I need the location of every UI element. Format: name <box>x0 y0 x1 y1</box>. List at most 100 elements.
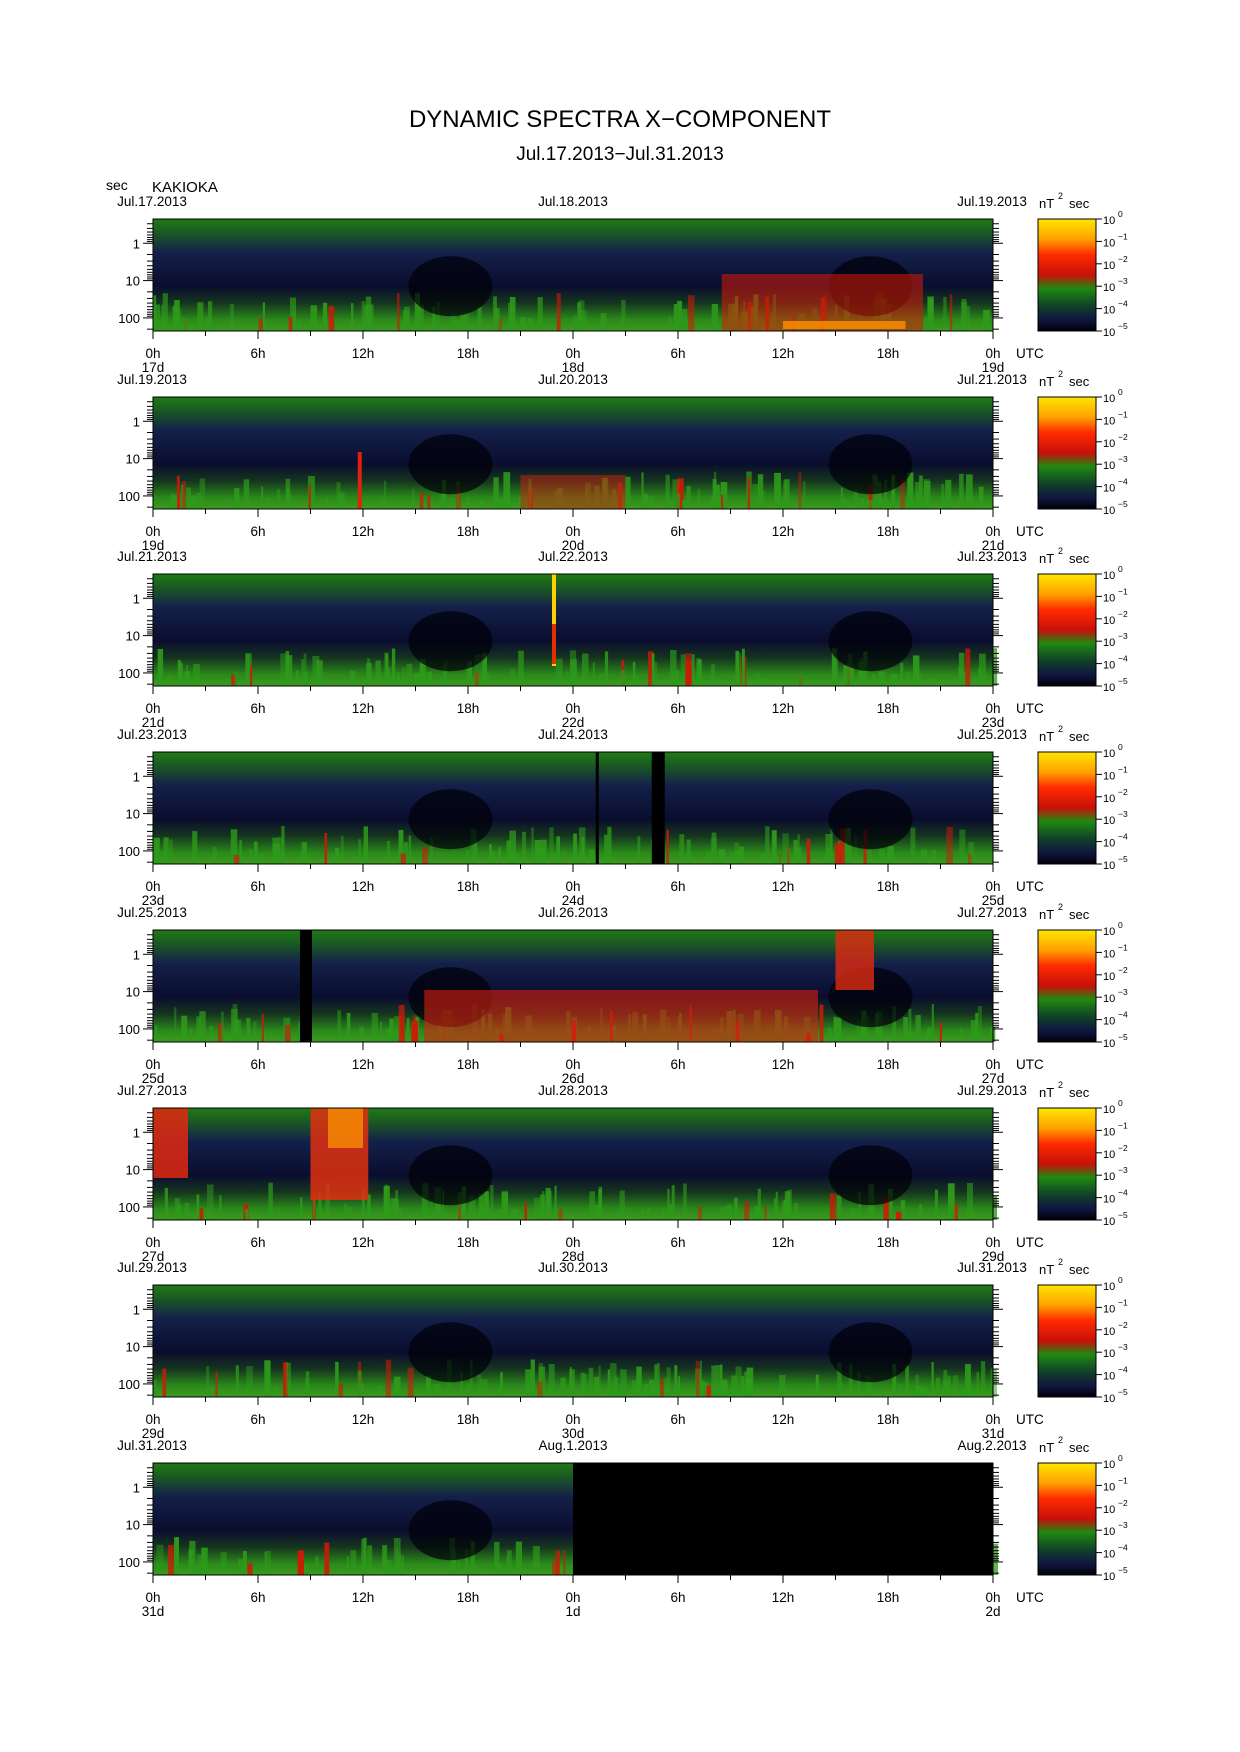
spectral-texture <box>931 1004 934 1042</box>
spectral-texture <box>598 1365 601 1397</box>
x-tick-label: 0h <box>565 879 580 894</box>
x-tick-label: 12h <box>772 701 795 716</box>
panel-date-left: Jul.31.2013 <box>117 1438 187 1453</box>
spectral-texture <box>190 495 196 509</box>
spectral-texture <box>734 1197 738 1220</box>
colorbar-tick-base: 10 <box>1103 393 1115 405</box>
spectral-texture <box>625 476 631 509</box>
spectral-texture <box>592 662 595 686</box>
spectral-texture <box>269 1032 273 1042</box>
panel-date-right: Jul.29.2013 <box>957 1083 1027 1098</box>
spectral-texture <box>918 1204 922 1220</box>
spectral-texture <box>478 1193 484 1220</box>
spectral-texture <box>393 1538 401 1575</box>
spectral-texture <box>961 301 968 331</box>
spectral-texture <box>231 1008 238 1042</box>
spectral-texture <box>667 500 673 509</box>
colorbar-unit-suffix: sec <box>1069 374 1090 389</box>
activity-spike <box>552 624 556 664</box>
x-tick-label: 12h <box>772 879 795 894</box>
spectral-texture <box>246 1018 251 1042</box>
spectral-texture <box>164 1187 168 1220</box>
spectral-texture <box>799 677 803 686</box>
spectral-texture <box>334 847 339 864</box>
y-tick-label: 100 <box>118 1377 140 1392</box>
spectrogram-panel: Jul.21.2013 Jul.22.2013 Jul.23.20131101000… <box>117 546 1128 730</box>
panel-date-left: Jul.21.2013 <box>117 549 187 564</box>
spectral-texture <box>959 829 966 864</box>
spectral-texture <box>815 1374 819 1397</box>
spectral-texture <box>977 1006 982 1042</box>
colorbar-tick-exponent: 0 <box>1118 1453 1123 1463</box>
activity-patch <box>153 1108 188 1178</box>
spectral-texture <box>673 304 677 331</box>
spectral-texture <box>772 830 777 864</box>
spectral-texture <box>500 1372 503 1397</box>
x-tick-label: 18h <box>877 346 900 361</box>
spectral-texture <box>385 1559 392 1575</box>
spectral-texture <box>600 313 607 331</box>
y-tick-label: 100 <box>118 666 140 681</box>
spectral-texture <box>264 1360 271 1397</box>
colorbar-tick-base: 10 <box>1103 438 1115 450</box>
spectral-texture <box>490 1185 494 1220</box>
x-tick-label: 18h <box>457 1412 480 1427</box>
spectral-texture <box>506 840 511 864</box>
spectral-texture <box>174 1007 177 1042</box>
spectral-texture <box>522 831 526 864</box>
spectral-texture <box>157 649 164 686</box>
spectral-texture <box>934 1189 938 1220</box>
spectral-texture <box>919 674 922 686</box>
spectral-texture <box>303 653 307 686</box>
spectral-texture <box>174 1537 179 1575</box>
spectral-texture <box>977 668 983 686</box>
colorbar-tick-exponent: −5 <box>1118 499 1128 509</box>
spectral-texture <box>983 309 990 331</box>
spectral-texture <box>159 850 165 864</box>
spectral-texture <box>272 837 280 864</box>
spectral-texture <box>666 1367 671 1397</box>
spectral-texture <box>534 1197 541 1220</box>
spectral-texture <box>466 666 473 686</box>
day-label: 27d <box>982 1071 1005 1086</box>
spectral-texture <box>961 1388 966 1397</box>
day-label: 30d <box>562 1426 585 1441</box>
spectral-texture <box>289 297 296 331</box>
spectral-texture <box>806 838 811 864</box>
spectral-texture <box>253 1021 257 1042</box>
spectral-texture <box>819 1004 824 1042</box>
spectral-texture <box>510 1208 518 1220</box>
spectral-texture <box>265 1550 271 1575</box>
spectral-texture <box>367 1545 373 1575</box>
spectral-texture <box>494 308 500 331</box>
spectral-texture <box>466 496 470 509</box>
x-axis-unit: UTC <box>1016 1590 1044 1605</box>
spectral-texture <box>734 849 741 864</box>
spectral-texture <box>180 317 187 331</box>
spectral-texture <box>572 315 579 331</box>
colorbar-tick-base: 10 <box>1103 215 1115 227</box>
spectral-texture <box>803 481 806 509</box>
x-tick-label: 6h <box>250 1057 265 1072</box>
colorbar <box>1037 396 1097 510</box>
spectral-texture <box>427 671 433 686</box>
colorbar-tick-base: 10 <box>1103 1371 1115 1383</box>
y-tick-label: 1 <box>133 236 140 251</box>
spectral-texture <box>619 1190 625 1220</box>
spectral-texture <box>245 1209 249 1220</box>
spectral-texture <box>721 1379 728 1397</box>
spectral-texture <box>485 1191 490 1220</box>
spectral-texture <box>774 472 781 509</box>
x-tick-label: 18h <box>457 1590 480 1605</box>
spectral-texture <box>848 666 854 686</box>
colorbar-tick-base: 10 <box>1103 682 1115 694</box>
colorbar-tick-base: 10 <box>1103 1038 1115 1050</box>
spectral-texture <box>324 1542 330 1575</box>
spectral-texture <box>967 1183 973 1220</box>
spectral-texture <box>965 648 971 686</box>
spectral-texture <box>477 1374 481 1397</box>
spectral-texture <box>186 665 189 686</box>
quiet-region <box>828 789 913 850</box>
quiet-region <box>408 611 493 672</box>
